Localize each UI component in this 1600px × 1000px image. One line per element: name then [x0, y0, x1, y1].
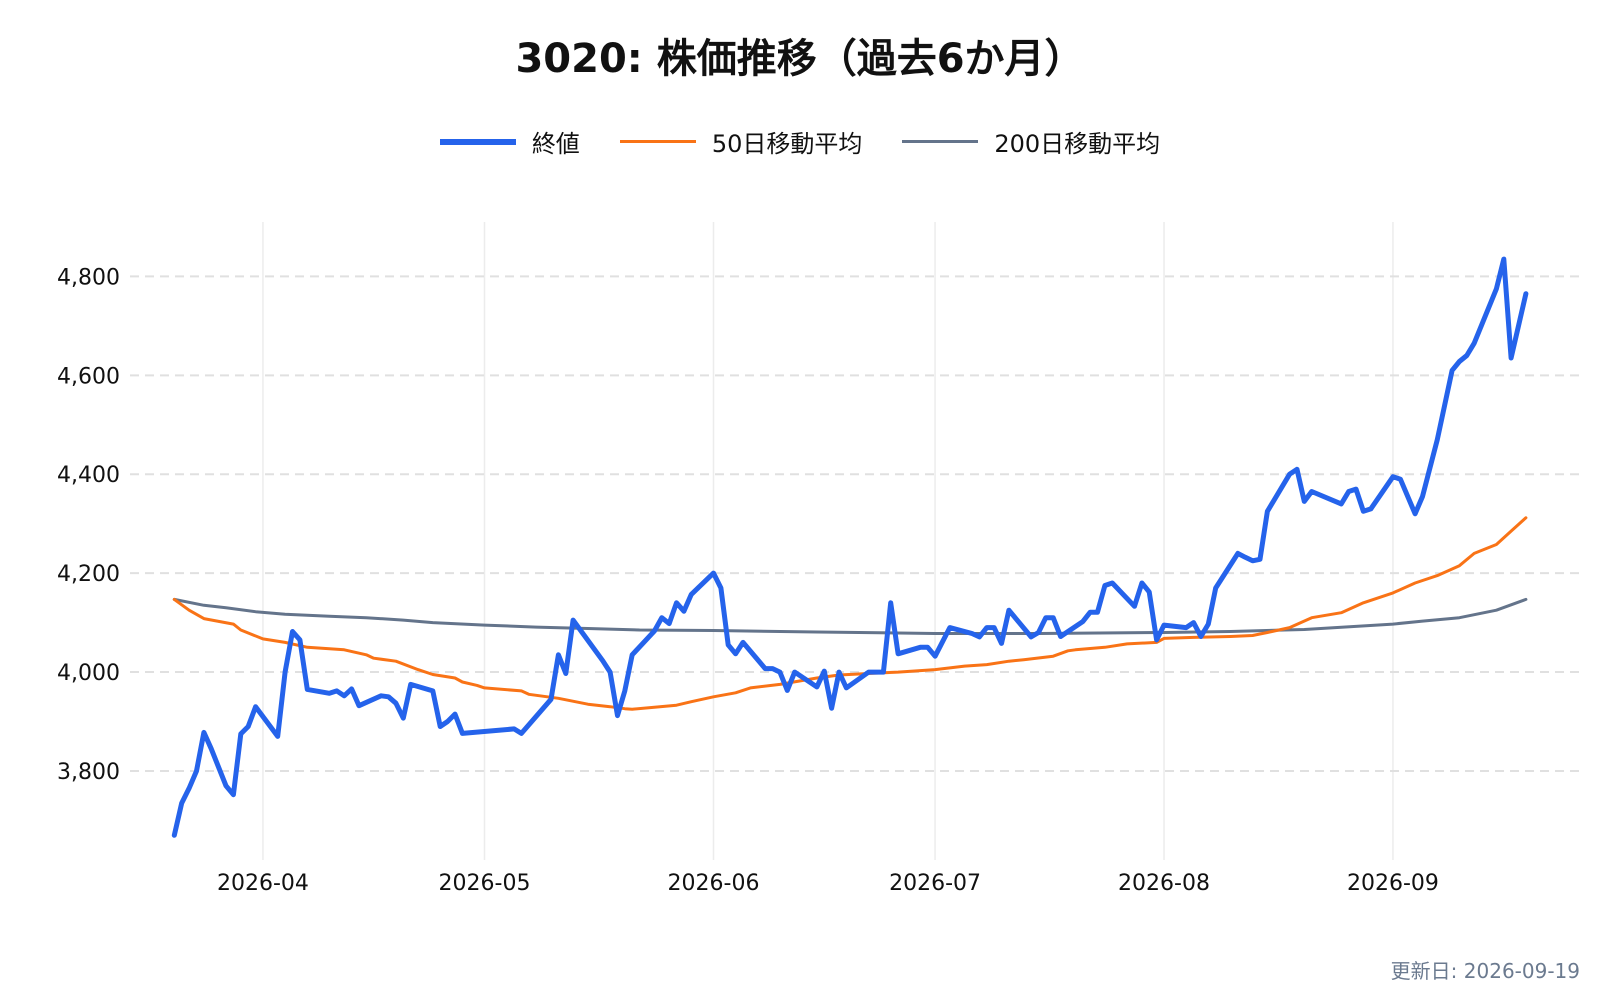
x-tick-label: 2026-04: [217, 871, 309, 896]
legend-label-ma200: 200日移動平均: [994, 130, 1161, 158]
y-tick-label: 4,800: [57, 265, 120, 290]
legend: 終値 50日移動平均 200日移動平均: [0, 124, 1600, 159]
chart-title: 3020: 株価推移（過去6か月）: [515, 36, 1085, 82]
legend-item-ma50[interactable]: 50日移動平均: [619, 124, 863, 159]
legend-label-ma50: 50日移動平均: [711, 130, 863, 158]
legend-swatch-close: [439, 138, 516, 145]
series-line-ma50: [172, 516, 1528, 711]
series-line-close: [171, 256, 1529, 838]
updated-date: 更新日: 2026-09-19: [1390, 959, 1580, 983]
x-tick-label: 2026-08: [1118, 871, 1210, 896]
legend-swatch-ma200: [902, 140, 979, 143]
legend-item-ma200[interactable]: 200日移動平均: [902, 124, 1160, 159]
x-tick-label: 2026-09: [1347, 871, 1439, 896]
x-tick-label: 2026-06: [668, 871, 760, 896]
y-tick-label: 3,800: [57, 760, 120, 785]
y-tick-label: 4,600: [57, 364, 120, 389]
legend-item-close[interactable]: 終値: [439, 124, 580, 159]
y-tick-label: 4,200: [57, 562, 120, 587]
legend-swatch-ma50: [619, 140, 696, 143]
x-tick-label: 2026-07: [889, 871, 981, 896]
y-tick-label: 4,000: [57, 661, 120, 686]
legend-label-close: 終値: [531, 130, 580, 158]
series-line-ma200: [172, 597, 1528, 635]
x-tick-label: 2026-05: [439, 871, 531, 896]
y-tick-label: 4,400: [57, 463, 120, 488]
